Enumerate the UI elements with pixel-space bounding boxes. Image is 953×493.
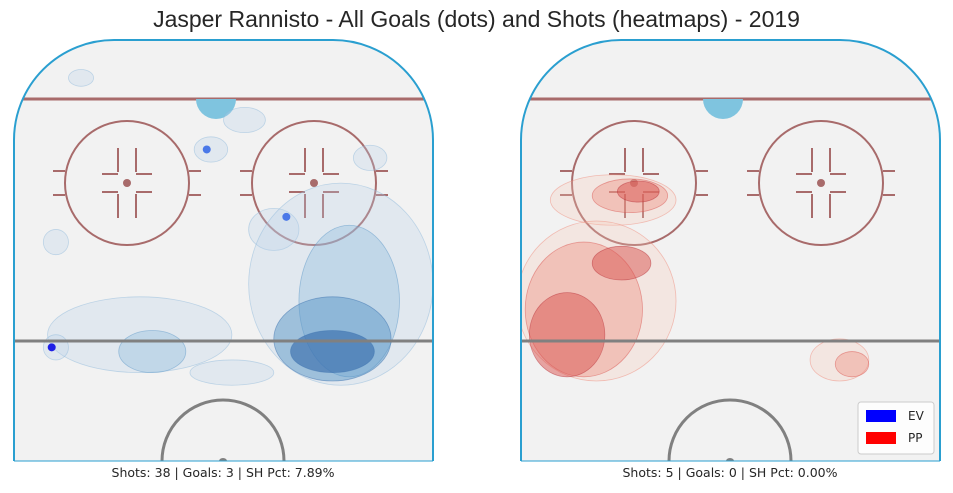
heat-contour-8 bbox=[528, 292, 606, 378]
heat-contour-12 bbox=[118, 330, 187, 373]
legend-label-ev: EV bbox=[908, 409, 925, 423]
ev-shot-heatmap bbox=[42, 69, 433, 386]
heat-contour-8 bbox=[42, 229, 69, 256]
heat-contour-9 bbox=[42, 334, 69, 361]
heat-contour-7 bbox=[616, 180, 660, 203]
right-faceoff-circle bbox=[747, 120, 895, 246]
heat-contour-5 bbox=[223, 106, 266, 134]
heat-contour-14 bbox=[290, 330, 375, 373]
goal-crease bbox=[703, 99, 743, 119]
ev-rink-panel: Shots: 38 | Goals: 3 | SH Pct: 7.89% bbox=[13, 39, 434, 480]
goal-dot bbox=[202, 145, 211, 154]
heat-contour-3 bbox=[809, 338, 870, 382]
center-ice-dot bbox=[726, 458, 734, 461]
legend-swatch-pp bbox=[866, 432, 896, 444]
legend-swatch-ev bbox=[866, 410, 896, 422]
right-faceoff-dot bbox=[310, 179, 318, 187]
legend: EV PP bbox=[857, 401, 935, 455]
rink-boards bbox=[13, 39, 434, 461]
chart-title: Jasper Rannisto - All Goals (dots) and S… bbox=[153, 6, 800, 32]
pp-caption: Shots: 5 | Goals: 0 | SH Pct: 0.00% bbox=[622, 465, 837, 480]
goal-dot bbox=[282, 212, 291, 221]
center-ice-circle bbox=[667, 398, 793, 461]
heat-contour-7 bbox=[68, 69, 95, 87]
center-ice-circle bbox=[160, 398, 286, 461]
left-faceoff-dot bbox=[123, 179, 131, 187]
heat-contour-9 bbox=[591, 245, 652, 281]
right-faceoff-dot bbox=[817, 179, 825, 187]
pp-shot-heatmap bbox=[521, 174, 870, 382]
ev-goal-dots bbox=[47, 145, 291, 352]
left-faceoff-circle bbox=[53, 120, 201, 246]
heat-contour-6 bbox=[834, 351, 870, 378]
rink-boards bbox=[520, 39, 941, 461]
ev-caption: Shots: 38 | Goals: 3 | SH Pct: 7.89% bbox=[112, 465, 335, 480]
heat-contour-4 bbox=[193, 136, 229, 163]
heat-contour-6 bbox=[352, 144, 388, 171]
pp-rink-panel: Shots: 5 | Goals: 0 | SH Pct: 0.00% bbox=[520, 39, 941, 480]
goal-dot bbox=[47, 343, 56, 352]
center-ice-dot bbox=[219, 458, 227, 461]
rink-surface bbox=[521, 40, 940, 461]
legend-label-pp: PP bbox=[908, 431, 922, 445]
heat-contour-10 bbox=[189, 359, 275, 386]
